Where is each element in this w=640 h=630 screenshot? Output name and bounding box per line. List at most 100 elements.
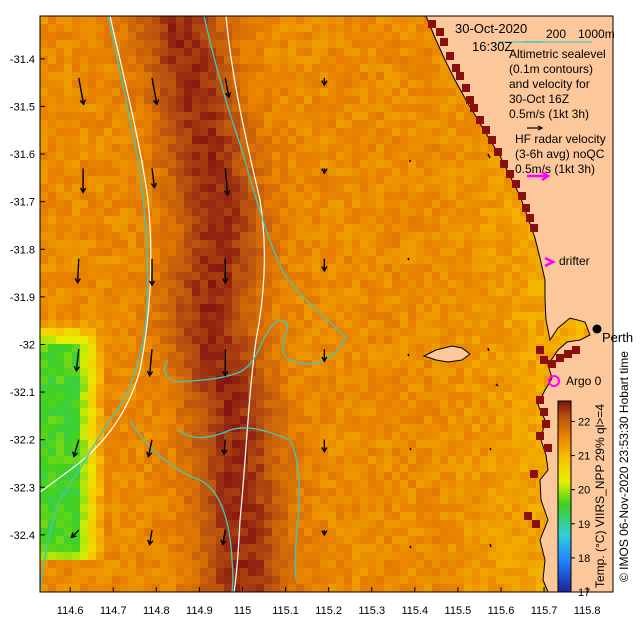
- sst-cell: [472, 184, 480, 192]
- sst-cell: [448, 448, 456, 456]
- sst-cell: [200, 384, 208, 392]
- sst-cell: [96, 416, 104, 424]
- sst-cell: [224, 384, 232, 392]
- sst-cell: [400, 32, 408, 40]
- sst-cell: [384, 448, 392, 456]
- sst-cell: [504, 192, 512, 200]
- sst-cell: [104, 120, 112, 128]
- sst-cell: [416, 232, 424, 240]
- sst-cell: [264, 432, 272, 440]
- sst-cell: [152, 312, 160, 320]
- sst-cell: [376, 184, 384, 192]
- sst-cell: [128, 480, 136, 488]
- sst-cell: [360, 88, 368, 96]
- sst-cell: [304, 344, 312, 352]
- sst-cell: [432, 400, 440, 408]
- sst-cell: [288, 472, 296, 480]
- sst-cell: [344, 128, 352, 136]
- sst-cell: [312, 496, 320, 504]
- sst-cell: [464, 224, 472, 232]
- sst-cell: [120, 424, 128, 432]
- sst-cell: [472, 336, 480, 344]
- sst-cell: [288, 16, 296, 24]
- sst-cell: [440, 560, 448, 568]
- sst-cell: [352, 208, 360, 216]
- sst-cell: [432, 440, 440, 448]
- sst-cell: [184, 256, 192, 264]
- sst-cell: [112, 232, 120, 240]
- sst-cell: [464, 112, 472, 120]
- sst-cell: [200, 464, 208, 472]
- sst-cell: [256, 232, 264, 240]
- sst-cell: [512, 216, 520, 224]
- sst-cell: [296, 472, 304, 480]
- sst-cell: [184, 72, 192, 80]
- sst-cell: [40, 16, 48, 24]
- sst-cell: [168, 336, 176, 344]
- sst-cell: [256, 112, 264, 120]
- sst-cell: [56, 248, 64, 256]
- sst-cell: [208, 104, 216, 112]
- sst-cell: [440, 536, 448, 544]
- sst-cell: [480, 192, 488, 200]
- sst-cell: [472, 472, 480, 480]
- sst-cell: [200, 400, 208, 408]
- sst-cell: [384, 232, 392, 240]
- sst-cell: [496, 208, 504, 216]
- sst-cell: [264, 200, 272, 208]
- sst-cell: [424, 424, 432, 432]
- sst-cell: [88, 184, 96, 192]
- sst-cell: [488, 416, 496, 424]
- sst-cell: [152, 56, 160, 64]
- sst-cell: [232, 448, 240, 456]
- sst-cell: [136, 376, 144, 384]
- sst-cell: [288, 168, 296, 176]
- sst-cell: [344, 360, 352, 368]
- sst-cell: [464, 464, 472, 472]
- sst-cell: [120, 248, 128, 256]
- sst-cell: [72, 120, 80, 128]
- sst-cell: [248, 256, 256, 264]
- sst-cell: [120, 80, 128, 88]
- sst-cell: [152, 248, 160, 256]
- sst-cell: [192, 152, 200, 160]
- sst-cell: [184, 392, 192, 400]
- sst-cell: [288, 224, 296, 232]
- sst-cell: [328, 16, 336, 24]
- sst-cell: [152, 464, 160, 472]
- sst-cell: [224, 248, 232, 256]
- sst-cell: [192, 392, 200, 400]
- sst-cell: [248, 544, 256, 552]
- sst-cell: [328, 248, 336, 256]
- sst-cell: [448, 80, 456, 88]
- sst-cell: [344, 72, 352, 80]
- sst-cell: [280, 232, 288, 240]
- sst-cell: [120, 112, 128, 120]
- sst-cell: [128, 64, 136, 72]
- sst-cell: [352, 424, 360, 432]
- sst-cell: [272, 168, 280, 176]
- sst-cell: [216, 416, 224, 424]
- sst-cell: [328, 152, 336, 160]
- sst-cell: [48, 384, 56, 392]
- sst-cell: [232, 16, 240, 24]
- sst-cell: [472, 408, 480, 416]
- sst-cell: [368, 256, 376, 264]
- sst-cell: [160, 568, 168, 576]
- sst-cell: [128, 176, 136, 184]
- sst-cell: [96, 320, 104, 328]
- sst-cell: [184, 104, 192, 112]
- sst-cell: [416, 352, 424, 360]
- sst-cell: [488, 240, 496, 248]
- sst-cell: [256, 416, 264, 424]
- sst-cell: [184, 448, 192, 456]
- sst-cell: [384, 168, 392, 176]
- sst-cell: [312, 552, 320, 560]
- sst-cell: [192, 496, 200, 504]
- sst-cell: [56, 144, 64, 152]
- sst-cell: [144, 216, 152, 224]
- sst-cell: [272, 120, 280, 128]
- sst-cell: [184, 184, 192, 192]
- sst-cell: [248, 312, 256, 320]
- sst-cell: [320, 392, 328, 400]
